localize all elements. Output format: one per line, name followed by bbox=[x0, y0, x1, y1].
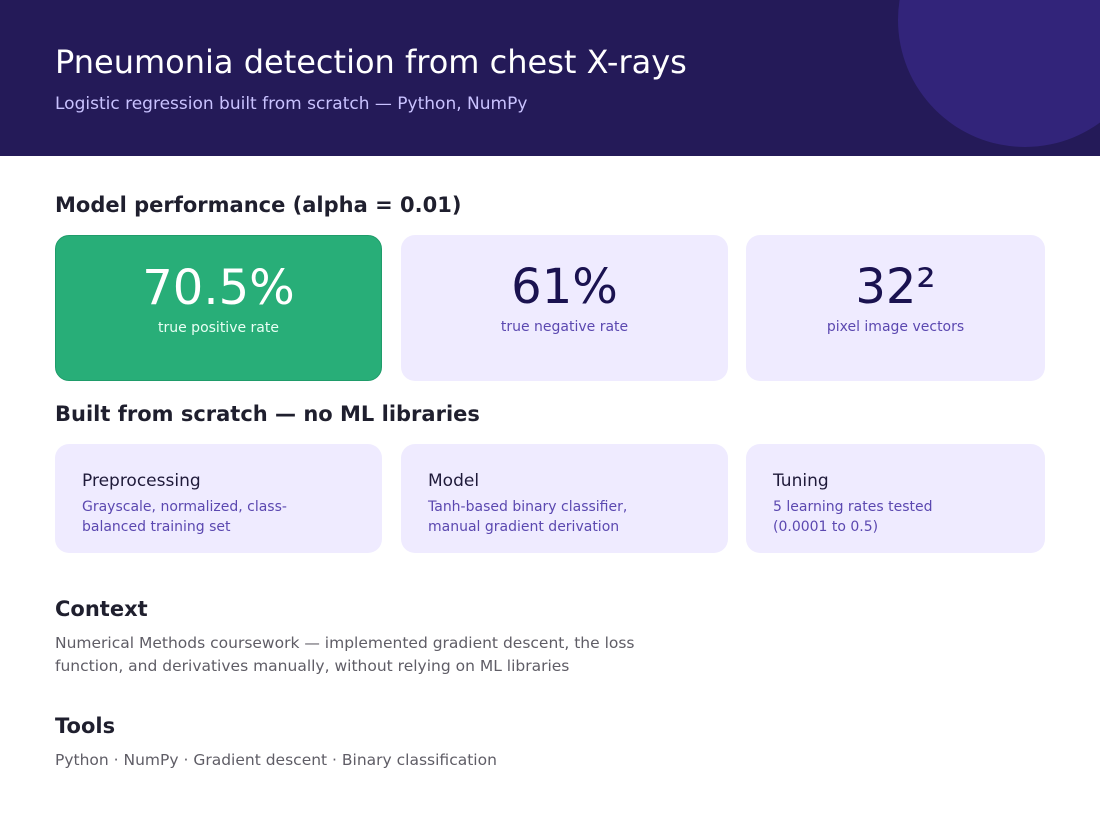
metric-card-true-positive: 70.5% true positive rate bbox=[55, 235, 382, 381]
performance-heading: Model performance (alpha = 0.01) bbox=[55, 193, 462, 217]
metric-label: true positive rate bbox=[158, 320, 279, 336]
metric-card-pixel-vectors: 32² pixel image vectors bbox=[746, 235, 1045, 381]
feature-description: 5 learning rates tested (0.0001 to 0.5) bbox=[773, 499, 933, 535]
context-text: Numerical Methods coursework — implement… bbox=[55, 634, 635, 675]
page-title: Pneumonia detection from chest X-rays bbox=[55, 43, 687, 81]
feature-title: Model bbox=[428, 471, 480, 491]
feature-card-tuning: Tuning 5 learning rates tested (0.0001 t… bbox=[746, 444, 1045, 553]
metric-card-true-negative: 61% true negative rate bbox=[401, 235, 728, 381]
tools-heading: Tools bbox=[55, 714, 116, 738]
feature-card-model: Model Tanh-based binary classifier, manu… bbox=[401, 444, 728, 553]
page-subtitle: Logistic regression built from scratch —… bbox=[55, 94, 528, 114]
context-heading: Context bbox=[55, 597, 148, 621]
metric-value: 32² bbox=[855, 259, 936, 315]
feature-title: Tuning bbox=[773, 471, 829, 491]
feature-description: Grayscale, normalized, class-balanced tr… bbox=[82, 499, 287, 535]
metric-label: true negative rate bbox=[500, 319, 629, 335]
decorative-circle bbox=[898, 0, 1100, 147]
tools-text: Python · NumPy · Gradient descent · Bina… bbox=[55, 751, 497, 769]
scratch-heading: Built from scratch — no ML libraries bbox=[55, 402, 480, 426]
feature-card-preprocessing: Preprocessing Grayscale, normalized, cla… bbox=[55, 444, 382, 553]
metric-value: 61% bbox=[511, 259, 618, 315]
feature-title: Preprocessing bbox=[82, 471, 201, 491]
feature-description: Tanh-based binary classifier, manual gra… bbox=[428, 499, 628, 535]
header-banner: Pneumonia detection from chest X-rays Lo… bbox=[0, 0, 1100, 156]
metric-label: pixel image vectors bbox=[826, 319, 965, 335]
metric-value: 70.5% bbox=[142, 260, 295, 316]
